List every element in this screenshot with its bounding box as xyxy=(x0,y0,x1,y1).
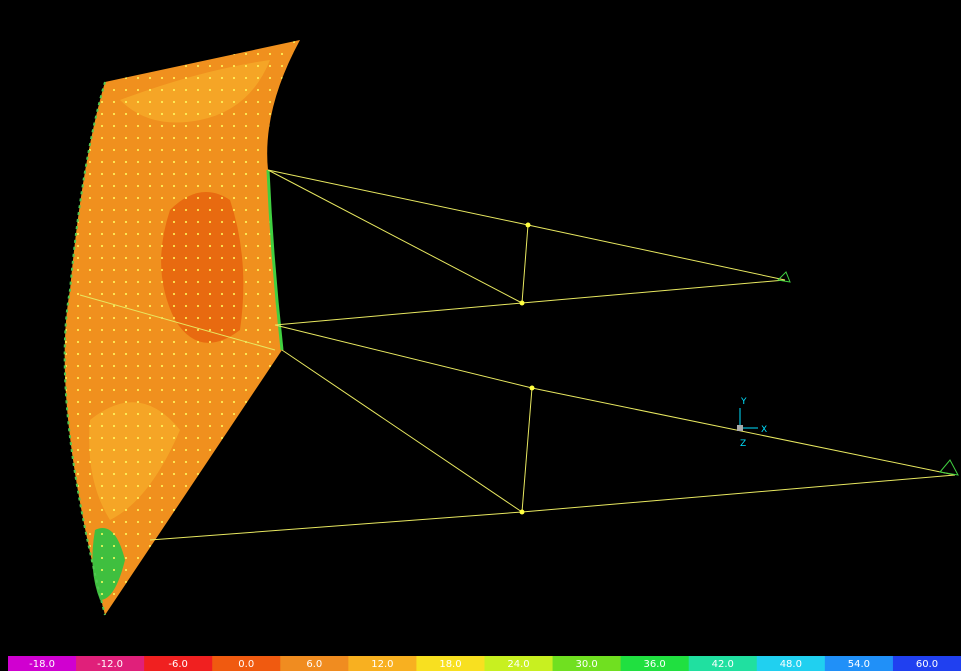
color-legend: -18.0 -12.0 -6.0 0.0 6.0 12.0 18.0 24.0 30.0 36.0… xyxy=(8,656,961,671)
axis-triad: Y X Z xyxy=(737,397,767,449)
legend-label: -6.0 xyxy=(168,659,188,670)
legend-label: 60.0 xyxy=(916,659,938,670)
legend-label: 48.0 xyxy=(780,659,802,670)
axis-label: Z xyxy=(740,439,746,449)
legend-label: 12.0 xyxy=(371,659,393,670)
anchors xyxy=(776,271,959,476)
legend-swatch xyxy=(552,656,622,671)
legend-swatch xyxy=(416,656,485,671)
legend-label: 18.0 xyxy=(439,659,461,670)
mesh-nodes xyxy=(64,40,301,615)
legend-label: 42.0 xyxy=(712,659,734,670)
shell-plate xyxy=(63,40,301,616)
legend-swatch xyxy=(892,656,961,671)
legend-swatch xyxy=(348,656,417,671)
legend-label: -12.0 xyxy=(97,659,123,670)
anchor xyxy=(776,271,791,283)
joint xyxy=(519,509,525,515)
cable xyxy=(267,169,523,304)
origin xyxy=(737,425,743,431)
legend-swatch xyxy=(76,656,145,671)
strut xyxy=(521,387,533,513)
legend-label: -18.0 xyxy=(29,659,55,670)
legend-swatch xyxy=(8,656,77,671)
axis-label: Y xyxy=(740,397,747,407)
joints xyxy=(519,222,535,515)
cable xyxy=(281,349,523,513)
legend-label: 6.0 xyxy=(306,659,322,670)
supports xyxy=(266,169,284,351)
legend-label: 30.0 xyxy=(575,659,597,670)
joint xyxy=(529,385,535,391)
supports xyxy=(63,81,106,616)
legend-swatch xyxy=(144,656,213,671)
legend-swatch xyxy=(212,656,281,671)
legend-label: 24.0 xyxy=(507,659,529,670)
axis-label: X xyxy=(761,425,767,435)
legend-swatch xyxy=(280,656,349,671)
legend-swatch xyxy=(824,656,894,671)
legend-swatch xyxy=(484,656,554,671)
legend-swatch xyxy=(620,656,690,671)
strut xyxy=(521,224,529,304)
legend-label: 0.0 xyxy=(238,659,254,670)
anchor xyxy=(939,459,959,476)
legend-label: 36.0 xyxy=(644,659,666,670)
legend-label: 54.0 xyxy=(848,659,870,670)
joint xyxy=(525,222,531,228)
legend-swatch xyxy=(756,656,826,671)
legend-swatch xyxy=(688,656,758,671)
cable xyxy=(79,294,276,351)
joint xyxy=(519,300,525,306)
